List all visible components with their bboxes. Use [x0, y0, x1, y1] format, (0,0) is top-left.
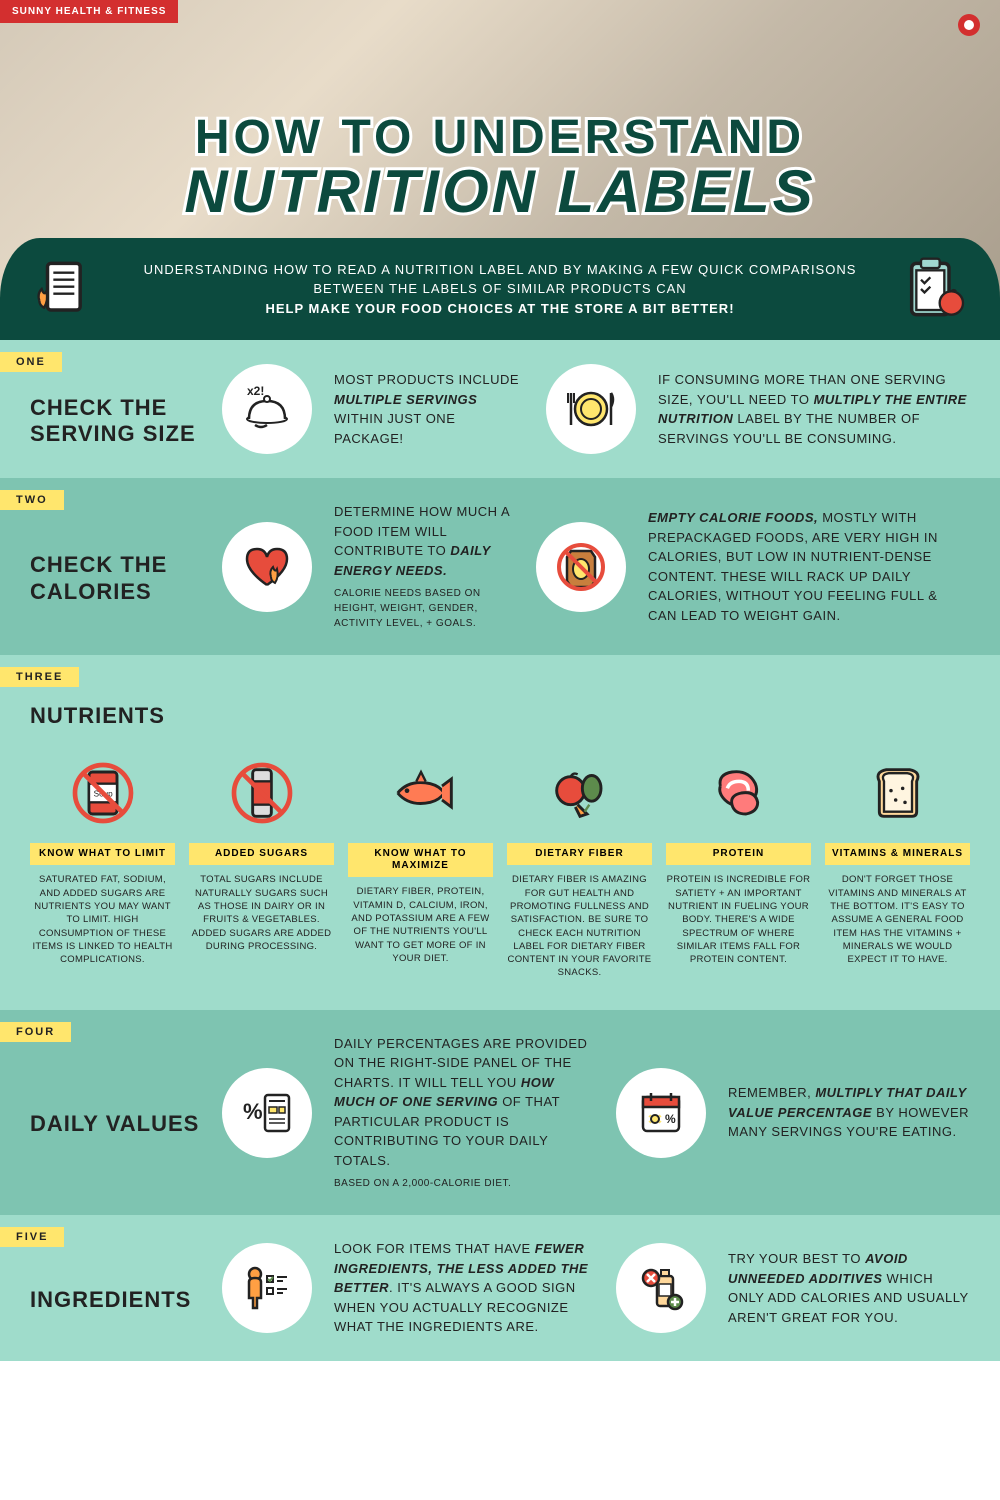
section-two: TWO CHECK THE CALORIES DETERMINE HOW MUC… [0, 478, 1000, 655]
fish-icon [381, 753, 461, 833]
receipt-fire-icon [30, 254, 100, 324]
brand-tag: SUNNY HEALTH & FITNESS [0, 0, 178, 23]
nutrients-grid: Soup KNOW WHAT TO LIMIT SATURATED FAT, S… [30, 753, 970, 979]
nutrient-desc: TOTAL SUGARS INCLUDE NATURALLY SUGARS SU… [189, 873, 334, 953]
meat-icon [699, 753, 779, 833]
nutrient-desc: SATURATED FAT, SODIUM, AND ADDED SUGARS … [30, 873, 175, 966]
section-three-title: NUTRIENTS [30, 703, 970, 729]
nutrient-label: PROTEIN [666, 843, 811, 865]
heart-fire-icon [222, 522, 312, 612]
title: HOW TO UNDERSTAND NUTRITION LABELS [0, 110, 1000, 226]
num-tag-three: THREE [0, 667, 79, 687]
section-five-text1: LOOK FOR ITEMS THAT HAVE FEWER INGREDIEN… [334, 1239, 594, 1337]
section-five-title: INGREDIENTS [30, 1287, 200, 1313]
section-two-title: CHECK THE CALORIES [30, 552, 200, 605]
section-one-text1: MOST PRODUCTS INCLUDE MULTIPLE SERVINGS … [334, 370, 524, 448]
svg-text:x2!: x2! [247, 384, 264, 398]
nutrient-col-sugars: ADDED SUGARS TOTAL SUGARS INCLUDE NATURA… [189, 753, 334, 979]
nutrient-label: VITAMINS & MINERALS [825, 843, 970, 865]
num-tag-one: ONE [0, 352, 62, 372]
section-four-title: DAILY VALUES [30, 1111, 200, 1137]
section-two-text1: DETERMINE HOW MUCH A FOOD ITEM WILL CONT… [334, 502, 514, 631]
no-snack-icon [536, 522, 626, 612]
nutrient-desc: PROTEIN IS INCREDIBLE FOR SATIETY + AN I… [666, 873, 811, 966]
intro-banner: UNDERSTANDING HOW TO READ A NUTRITION LA… [0, 238, 1000, 340]
section-four-text1: DAILY PERCENTAGES ARE PROVIDED ON THE RI… [334, 1034, 594, 1192]
nutrient-col-vitamins: VITAMINS & MINERALS DON'T FORGET THOSE V… [825, 753, 970, 979]
section-five: FIVE INGREDIENTS LOOK FOR ITEMS THAT HAV… [0, 1215, 1000, 1361]
section-one-title: CHECK THE SERVING SIZE [30, 395, 200, 448]
section-one-text2: IF CONSUMING MORE THAN ONE SERVING SIZE,… [658, 370, 970, 448]
nutrient-label: KNOW WHAT TO MAXIMIZE [348, 843, 493, 877]
section-one: ONE CHECK THE SERVING SIZE x2! MOST PROD… [0, 340, 1000, 478]
bread-icon [858, 753, 938, 833]
nutrient-desc: DIETARY FIBER IS AMAZING FOR GUT HEALTH … [507, 873, 652, 979]
svg-text:%: % [243, 1099, 263, 1124]
nutrient-desc: DON'T FORGET THOSE VITAMINS AND MINERALS… [825, 873, 970, 966]
section-three: THREE NUTRIENTS Soup KNOW WHAT TO LIMIT … [0, 655, 1000, 1010]
section-five-text2: TRY YOUR BEST TO AVOID UNNEEDED ADDITIVE… [728, 1249, 970, 1327]
header: SUNNY HEALTH & FITNESS HOW TO UNDERSTAND… [0, 0, 1000, 340]
person-checklist-icon [222, 1243, 312, 1333]
section-four: FOUR DAILY VALUES % DAILY PERCENTAGES AR… [0, 1010, 1000, 1216]
num-tag-five: FIVE [0, 1227, 64, 1247]
num-tag-four: FOUR [0, 1022, 71, 1042]
brand-logo-icon [958, 14, 980, 36]
cloche-x2-icon: x2! [222, 364, 312, 454]
no-additive-bottle-icon [616, 1243, 706, 1333]
title-line2: NUTRITION LABELS [0, 157, 1000, 226]
calendar-percent-icon: % [616, 1068, 706, 1158]
nutrient-label: DIETARY FIBER [507, 843, 652, 865]
svg-text:%: % [665, 1112, 676, 1126]
nutrient-col-fiber: DIETARY FIBER DIETARY FIBER IS AMAZING F… [507, 753, 652, 979]
nutrient-desc: DIETARY FIBER, PROTEIN, VITAMIN D, CALCI… [348, 885, 493, 965]
nutrient-col-maximize: KNOW WHAT TO MAXIMIZE DIETARY FIBER, PRO… [348, 753, 493, 979]
clipboard-apple-icon [900, 254, 970, 324]
no-soda-icon [222, 753, 302, 833]
plate-cutlery-icon [546, 364, 636, 454]
banner-text: UNDERSTANDING HOW TO READ A NUTRITION LA… [120, 260, 880, 319]
section-four-text2: REMEMBER, MULTIPLY THAT DAILY VALUE PERC… [728, 1083, 970, 1142]
section-two-text2: EMPTY CALORIE FOODS, MOSTLY WITH PREPACK… [648, 508, 970, 625]
num-tag-two: TWO [0, 490, 64, 510]
percent-label-icon: % [222, 1068, 312, 1158]
nutrient-label: KNOW WHAT TO LIMIT [30, 843, 175, 865]
no-can-icon: Soup [63, 753, 143, 833]
fruits-veg-icon [540, 753, 620, 833]
nutrient-col-limit: Soup KNOW WHAT TO LIMIT SATURATED FAT, S… [30, 753, 175, 979]
nutrient-label: ADDED SUGARS [189, 843, 334, 865]
nutrient-col-protein: PROTEIN PROTEIN IS INCREDIBLE FOR SATIET… [666, 753, 811, 979]
